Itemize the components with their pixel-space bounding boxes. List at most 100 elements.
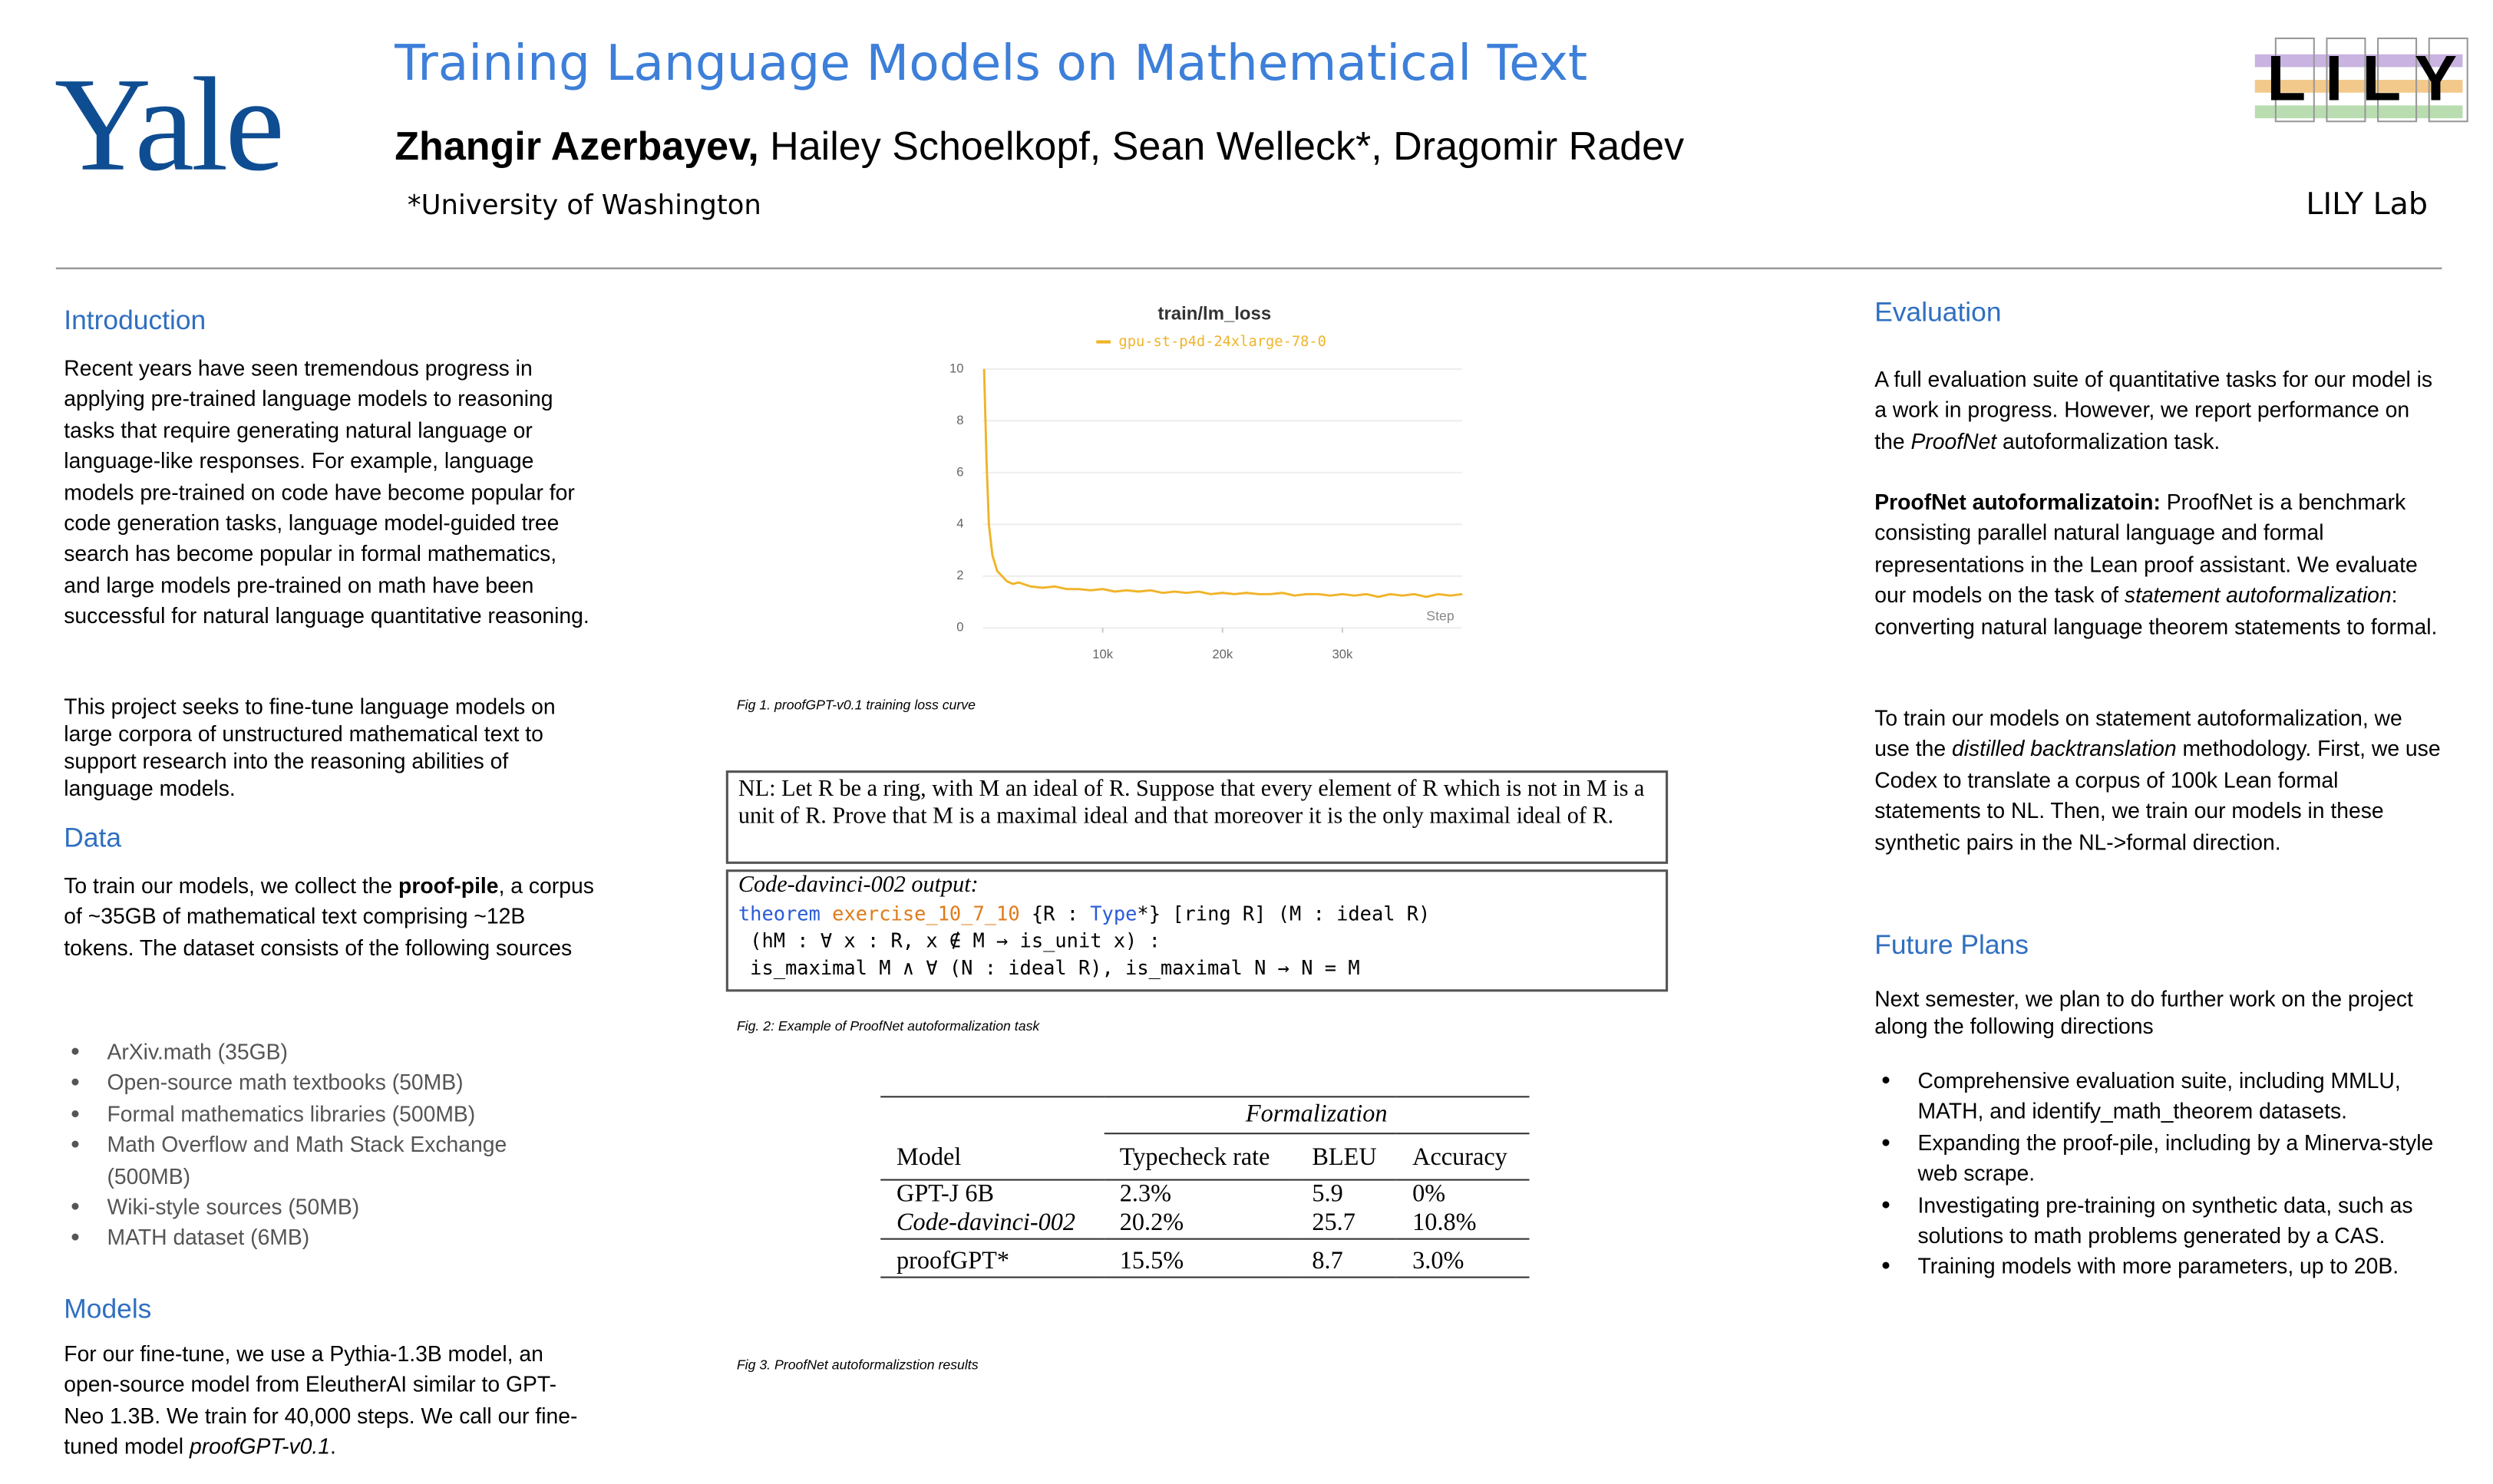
code-box [725, 869, 1669, 992]
code-line: is_maximal M ∧ ∀ (N : ideal R), is_maxim… [738, 955, 1430, 982]
text-run: autoformalization task. [1996, 429, 2221, 453]
group-header: Formalization [1103, 1097, 1530, 1135]
lab-name: LILY Lab [2306, 186, 2429, 223]
list-item: ArXiv.math (35GB) [64, 1037, 543, 1068]
text-run: Recent years have seen tremendous progre… [64, 356, 589, 628]
caption: Fig 1. proofGPT-v0.1 training loss curve [736, 696, 976, 713]
lily-logo: LILY [2254, 37, 2476, 123]
text-run: Type [1090, 902, 1138, 925]
output-label: Code-davinci-002 output: [738, 872, 979, 899]
column-header: Typecheck rate [1119, 1143, 1270, 1172]
list-item: Formal mathematics libraries (500MB) [64, 1099, 543, 1130]
text-run: Zhangir Azerbayev, [395, 124, 759, 170]
section-heading: Introduction [64, 305, 206, 336]
cell: GPT-J 6B [896, 1180, 995, 1209]
cell: 0% [1412, 1180, 1446, 1209]
section-heading: Future Plans [1874, 929, 2029, 961]
list-item: Expanding the proof-pile, including by a… [1874, 1128, 2442, 1190]
cell: Code-davinci-002 [896, 1209, 1076, 1237]
title: Training Language Models on Mathematical… [395, 35, 1588, 93]
cell: 15.5% [1119, 1248, 1184, 1275]
column-header: Accuracy [1412, 1143, 1507, 1172]
affiliation: *University of Washington [407, 190, 761, 223]
text-run: *} [ring R] (M : ideal R) [1137, 902, 1431, 925]
table-row: Formalization [880, 1097, 1530, 1135]
cell: proofGPT* [896, 1248, 1010, 1275]
text-run: methodology. First, we use Codex to tran… [1874, 737, 2441, 855]
paragraph: ProofNet autoformalizatoin: ProofNet is … [1874, 487, 2442, 642]
loss-line [982, 368, 1463, 599]
text-run: To train our models, we collect the [64, 873, 399, 899]
text-run: (hM : ∀ x : R, x ∉ M → is_unit x) : [738, 929, 1161, 952]
caption: Fig. 2: Example of ProofNet autoformaliz… [736, 1017, 1040, 1034]
text-run: theorem [738, 902, 821, 925]
text-run: {R : [1019, 902, 1091, 925]
text-run: proof-pile [398, 873, 499, 899]
text-run [821, 902, 832, 925]
list-item: Training models with more parameters, up… [1874, 1252, 2442, 1283]
text-run: A full evaluation suite of quantitative … [1874, 367, 2433, 453]
paragraph: For our fine-tune, we use a Pythia-1.3B … [64, 1339, 594, 1463]
list-item: Investigating pre-training on synthetic … [1874, 1189, 2442, 1252]
lily-logo-text: LILY [2267, 42, 2476, 114]
text-run: , a corpus of ~35GB of mathematical text… [64, 873, 594, 960]
table-row: Code-davinci-002 20.2% 25.7 10.8% [880, 1209, 1529, 1239]
list-item: Wiki-style sources (50MB) [64, 1192, 543, 1223]
y-tick-label: 6 [956, 464, 963, 479]
y-tick-label: 10 [949, 361, 964, 375]
y-tick-label: 0 [956, 620, 963, 635]
cell [880, 1097, 1104, 1133]
x-axis-label: Step [1426, 608, 1455, 623]
paragraph: Recent years have seen tremendous progre… [64, 353, 594, 632]
authors: Zhangir Azerbayev, Hailey Schoelkopf, Se… [395, 124, 1684, 170]
column-header: BLEU [1312, 1143, 1377, 1172]
paragraph: To train our models, we collect the proo… [64, 871, 594, 964]
y-tick-label: 4 [956, 516, 963, 531]
list-item: Comprehensive evaluation suite, includin… [1874, 1066, 2442, 1128]
text-run: This project seeks to fine-tune language… [64, 694, 556, 801]
legend-label: gpu-st-p4d-24xlarge-78-0 [1118, 334, 1326, 350]
nl-box [725, 770, 1669, 864]
x-tick-label: 10k [1092, 647, 1114, 661]
text-run: To train our models on statement autofor… [1874, 706, 2402, 761]
caption: Fig 3. ProofNet autoformalizstion result… [736, 1356, 979, 1373]
cell: 3.0% [1412, 1248, 1464, 1275]
cell: 10.8% [1412, 1209, 1477, 1237]
results-table: Formalization Model Typecheck rate BLEU Accu… [880, 1096, 1530, 1278]
text-run: . [329, 1435, 336, 1459]
section-heading: Models [64, 1294, 152, 1325]
yale-logo: Yale [54, 51, 285, 200]
section-heading: Evaluation [1874, 297, 2002, 328]
text-run: statement autoformalization [2124, 583, 2392, 608]
text-run: ProofNet autoformalizatoin: [1874, 490, 2161, 515]
code-line: theorem exercise_10_7_10 {R : Type*} [ri… [738, 901, 1430, 928]
text-run: Next semester, we plan to do further wor… [1874, 987, 2413, 1039]
text-run: Hailey Schoelkopf, Sean Welleck*, Dragom… [758, 124, 1685, 170]
list-item: Open-source math textbooks (50MB) [64, 1068, 543, 1100]
section-heading: Data [64, 823, 122, 853]
table-header-row: Model Typecheck rate BLEU Accuracy [880, 1133, 1530, 1180]
text-run: distilled backtranslation [1951, 737, 2177, 761]
cell: 25.7 [1312, 1209, 1355, 1237]
list: ArXiv.math (35GB)Open-source math textbo… [64, 1037, 543, 1255]
y-tick-label: 8 [956, 413, 963, 427]
list-item: Math Overflow and Math Stack Exchange (5… [64, 1129, 543, 1192]
loss-chart: train/lm_loss gpu-st-p4d-24xlarge-78-0 0 2 4… [949, 303, 1463, 661]
code-line: (hM : ∀ x : R, x ∉ M → is_unit x) : [738, 928, 1430, 955]
text-run: For our fine-tune, we use a Pythia-1.3B … [64, 1341, 578, 1459]
chart-title: train/lm_loss [1158, 303, 1272, 324]
paragraph: Next semester, we plan to do further wor… [1874, 986, 2442, 1040]
paragraph: To train our models on statement autofor… [1874, 703, 2442, 858]
y-tick-label: 2 [956, 568, 963, 582]
cell: 5.9 [1312, 1180, 1343, 1209]
table-row: GPT-J 6B 2.3% 5.9 0% [880, 1180, 1529, 1210]
text-run: exercise_10_7_10 [832, 902, 1020, 925]
text-run: : converting natural language theorem st… [1874, 583, 2438, 639]
code: theorem exercise_10_7_10 {R : Type*} [ri… [738, 901, 1430, 982]
column-header: Model [896, 1143, 962, 1171]
cell: 20.2% [1119, 1209, 1184, 1237]
text-run: ProofNet [1910, 429, 1997, 453]
